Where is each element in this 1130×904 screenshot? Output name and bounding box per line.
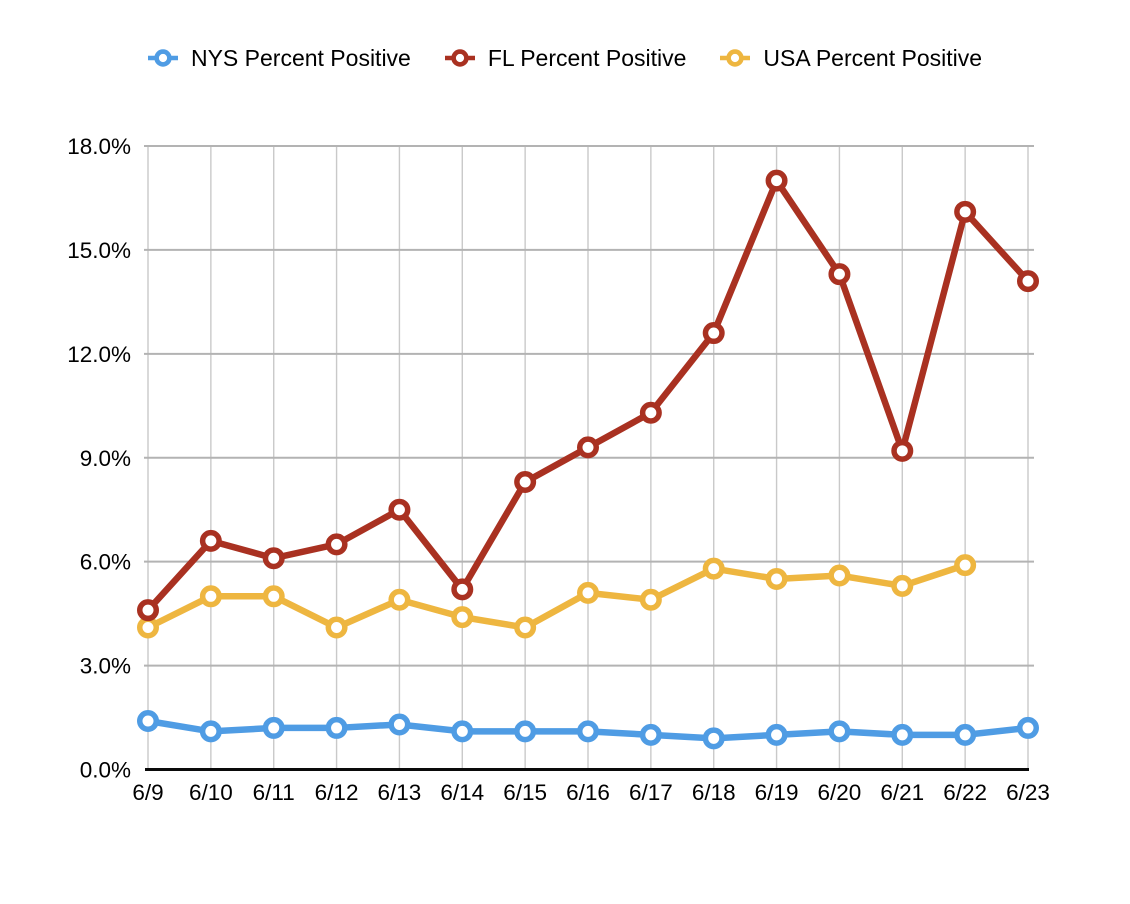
legend-marker-usa-icon [720,49,751,67]
data-point-fl-percent-positive-6-22 [954,200,977,223]
data-point-nys-percent-positive-6-12 [325,716,348,739]
data-point-nys-percent-positive-6-16 [577,720,599,743]
y-axis-label: 6.0% [80,550,131,575]
legend-item-fl: FL Percent Positive [444,44,687,71]
data-point-fl-percent-positive-6-23 [1017,270,1039,293]
x-axis-label: 6/23 [1006,780,1050,805]
legend-label-usa: USA Percent Positive [763,44,983,71]
data-point-nys-percent-positive-6-21 [891,723,914,746]
data-point-fl-percent-positive-6-12 [325,533,348,556]
data-point-nys-percent-positive-6-18 [702,727,725,750]
x-axis-label: 6/18 [692,780,736,805]
x-axis-label: 6/17 [629,780,673,805]
data-point-nys-percent-positive-6-22 [954,723,977,746]
data-point-fl-percent-positive-6-10 [199,529,222,552]
data-point-fl-percent-positive-6-20 [828,263,851,286]
data-point-fl-percent-positive-6-9 [137,599,159,622]
data-point-nys-percent-positive-6-17 [639,723,662,746]
x-axis-label: 6/13 [378,780,422,805]
x-axis-label: 6/16 [566,780,610,805]
data-point-usa-percent-positive-6-16 [577,581,599,604]
x-axis-label: 6/12 [315,780,359,805]
x-axis-label: 6/10 [189,780,233,805]
data-point-usa-percent-positive-6-22 [954,554,977,577]
y-axis-label: 15.0% [67,238,131,263]
data-point-fl-percent-positive-6-21 [891,439,914,462]
x-axis-label: 6/21 [880,780,924,805]
data-point-fl-percent-positive-6-17 [639,401,662,424]
y-axis-label: 3.0% [80,654,131,679]
data-point-usa-percent-positive-6-10 [199,585,222,608]
data-point-usa-percent-positive-6-14 [451,606,474,629]
data-point-nys-percent-positive-6-14 [451,720,474,743]
legend-item-nys: NYS Percent Positive [147,44,411,71]
data-point-usa-percent-positive-6-19 [765,567,788,590]
x-axis-label: 6/11 [253,780,295,805]
data-point-usa-percent-positive-6-18 [702,557,725,580]
x-axis-label: 6/19 [755,780,799,805]
y-axis-label: 18.0% [67,134,131,159]
data-point-fl-percent-positive-6-11 [262,547,285,570]
data-point-fl-percent-positive-6-19 [765,169,788,192]
y-axis-label: 0.0% [80,758,131,783]
data-point-usa-percent-positive-6-13 [388,588,411,611]
data-point-usa-percent-positive-6-21 [891,574,914,597]
data-point-usa-percent-positive-6-12 [325,616,348,639]
data-point-nys-percent-positive-6-9 [137,710,159,733]
data-point-usa-percent-positive-6-17 [639,588,662,611]
legend-marker-nys-icon [147,49,178,67]
data-point-nys-percent-positive-6-10 [199,720,222,743]
data-point-nys-percent-positive-6-20 [828,720,851,743]
data-point-usa-percent-positive-6-15 [514,616,537,639]
legend-item-usa: USA Percent Positive [720,46,982,70]
y-axis-label: 12.0% [67,342,131,367]
data-point-nys-percent-positive-6-23 [1017,716,1039,739]
data-point-fl-percent-positive-6-16 [577,436,599,459]
data-point-fl-percent-positive-6-18 [702,322,725,345]
data-point-nys-percent-positive-6-13 [388,713,411,736]
data-point-usa-percent-positive-6-20 [828,564,851,587]
legend-label-fl: FL Percent Positive [487,44,687,71]
x-axis-label: 6/15 [503,780,547,805]
data-point-nys-percent-positive-6-11 [262,716,285,739]
data-point-nys-percent-positive-6-15 [514,720,537,743]
legend-marker-fl-icon [444,49,475,67]
legend-label-nys: NYS Percent Positive [190,44,411,71]
data-point-fl-percent-positive-6-14 [451,578,474,601]
chart-legend: NYS Percent Positive FL Percent Positive… [0,46,1130,70]
data-point-usa-percent-positive-6-11 [262,585,285,608]
y-axis-label: 9.0% [80,446,131,471]
data-point-nys-percent-positive-6-19 [765,723,788,746]
x-axis-label: 6/20 [818,780,862,805]
data-point-usa-percent-positive-6-9 [137,616,159,639]
x-axis-label: 6/14 [440,780,484,805]
x-axis-label: 6/9 [132,780,163,805]
x-axis-label: 6/22 [943,780,987,805]
data-point-fl-percent-positive-6-13 [388,498,411,521]
data-point-fl-percent-positive-6-15 [514,470,537,493]
